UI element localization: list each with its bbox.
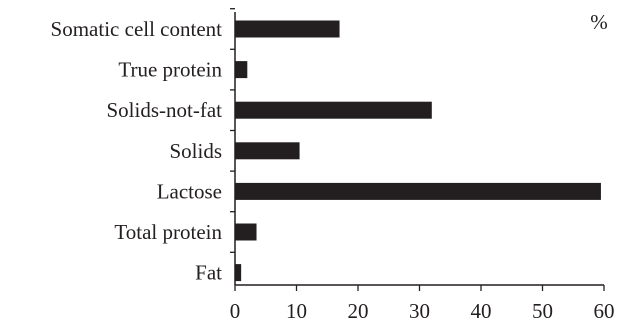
- x-tick-label: 30: [409, 299, 430, 323]
- category-labels: Somatic cell content True protein Solids-n…: [51, 8, 235, 285]
- unit-label: %: [590, 10, 608, 34]
- category-label: Somatic cell content: [51, 17, 223, 41]
- x-tick-label: 50: [532, 299, 553, 323]
- x-tick-label: 20: [348, 299, 369, 323]
- category-label: Lactose: [157, 179, 222, 203]
- bar-total-protein: [235, 223, 257, 241]
- bars-layer: [235, 20, 601, 282]
- bar-solids: [235, 142, 300, 160]
- category-label: Fat: [195, 261, 222, 285]
- bar-fat: [235, 264, 242, 282]
- x-axis-ticks: 0 10 20 30 40 50 60: [230, 285, 615, 323]
- x-tick-label: 10: [286, 299, 307, 323]
- bar-somatic-cell-content: [235, 20, 340, 38]
- category-label: True protein: [118, 58, 222, 82]
- category-label: Solids: [169, 139, 222, 163]
- category-label: Solids-not-fat: [107, 98, 223, 122]
- x-tick-label: 0: [230, 299, 241, 323]
- bar-true-protein: [235, 61, 248, 79]
- x-tick-label: 60: [594, 299, 615, 323]
- bar-solids-not-fat: [235, 101, 432, 119]
- x-tick-label: 40: [471, 299, 492, 323]
- category-label: Total protein: [114, 220, 222, 244]
- bar-lactose: [235, 182, 601, 200]
